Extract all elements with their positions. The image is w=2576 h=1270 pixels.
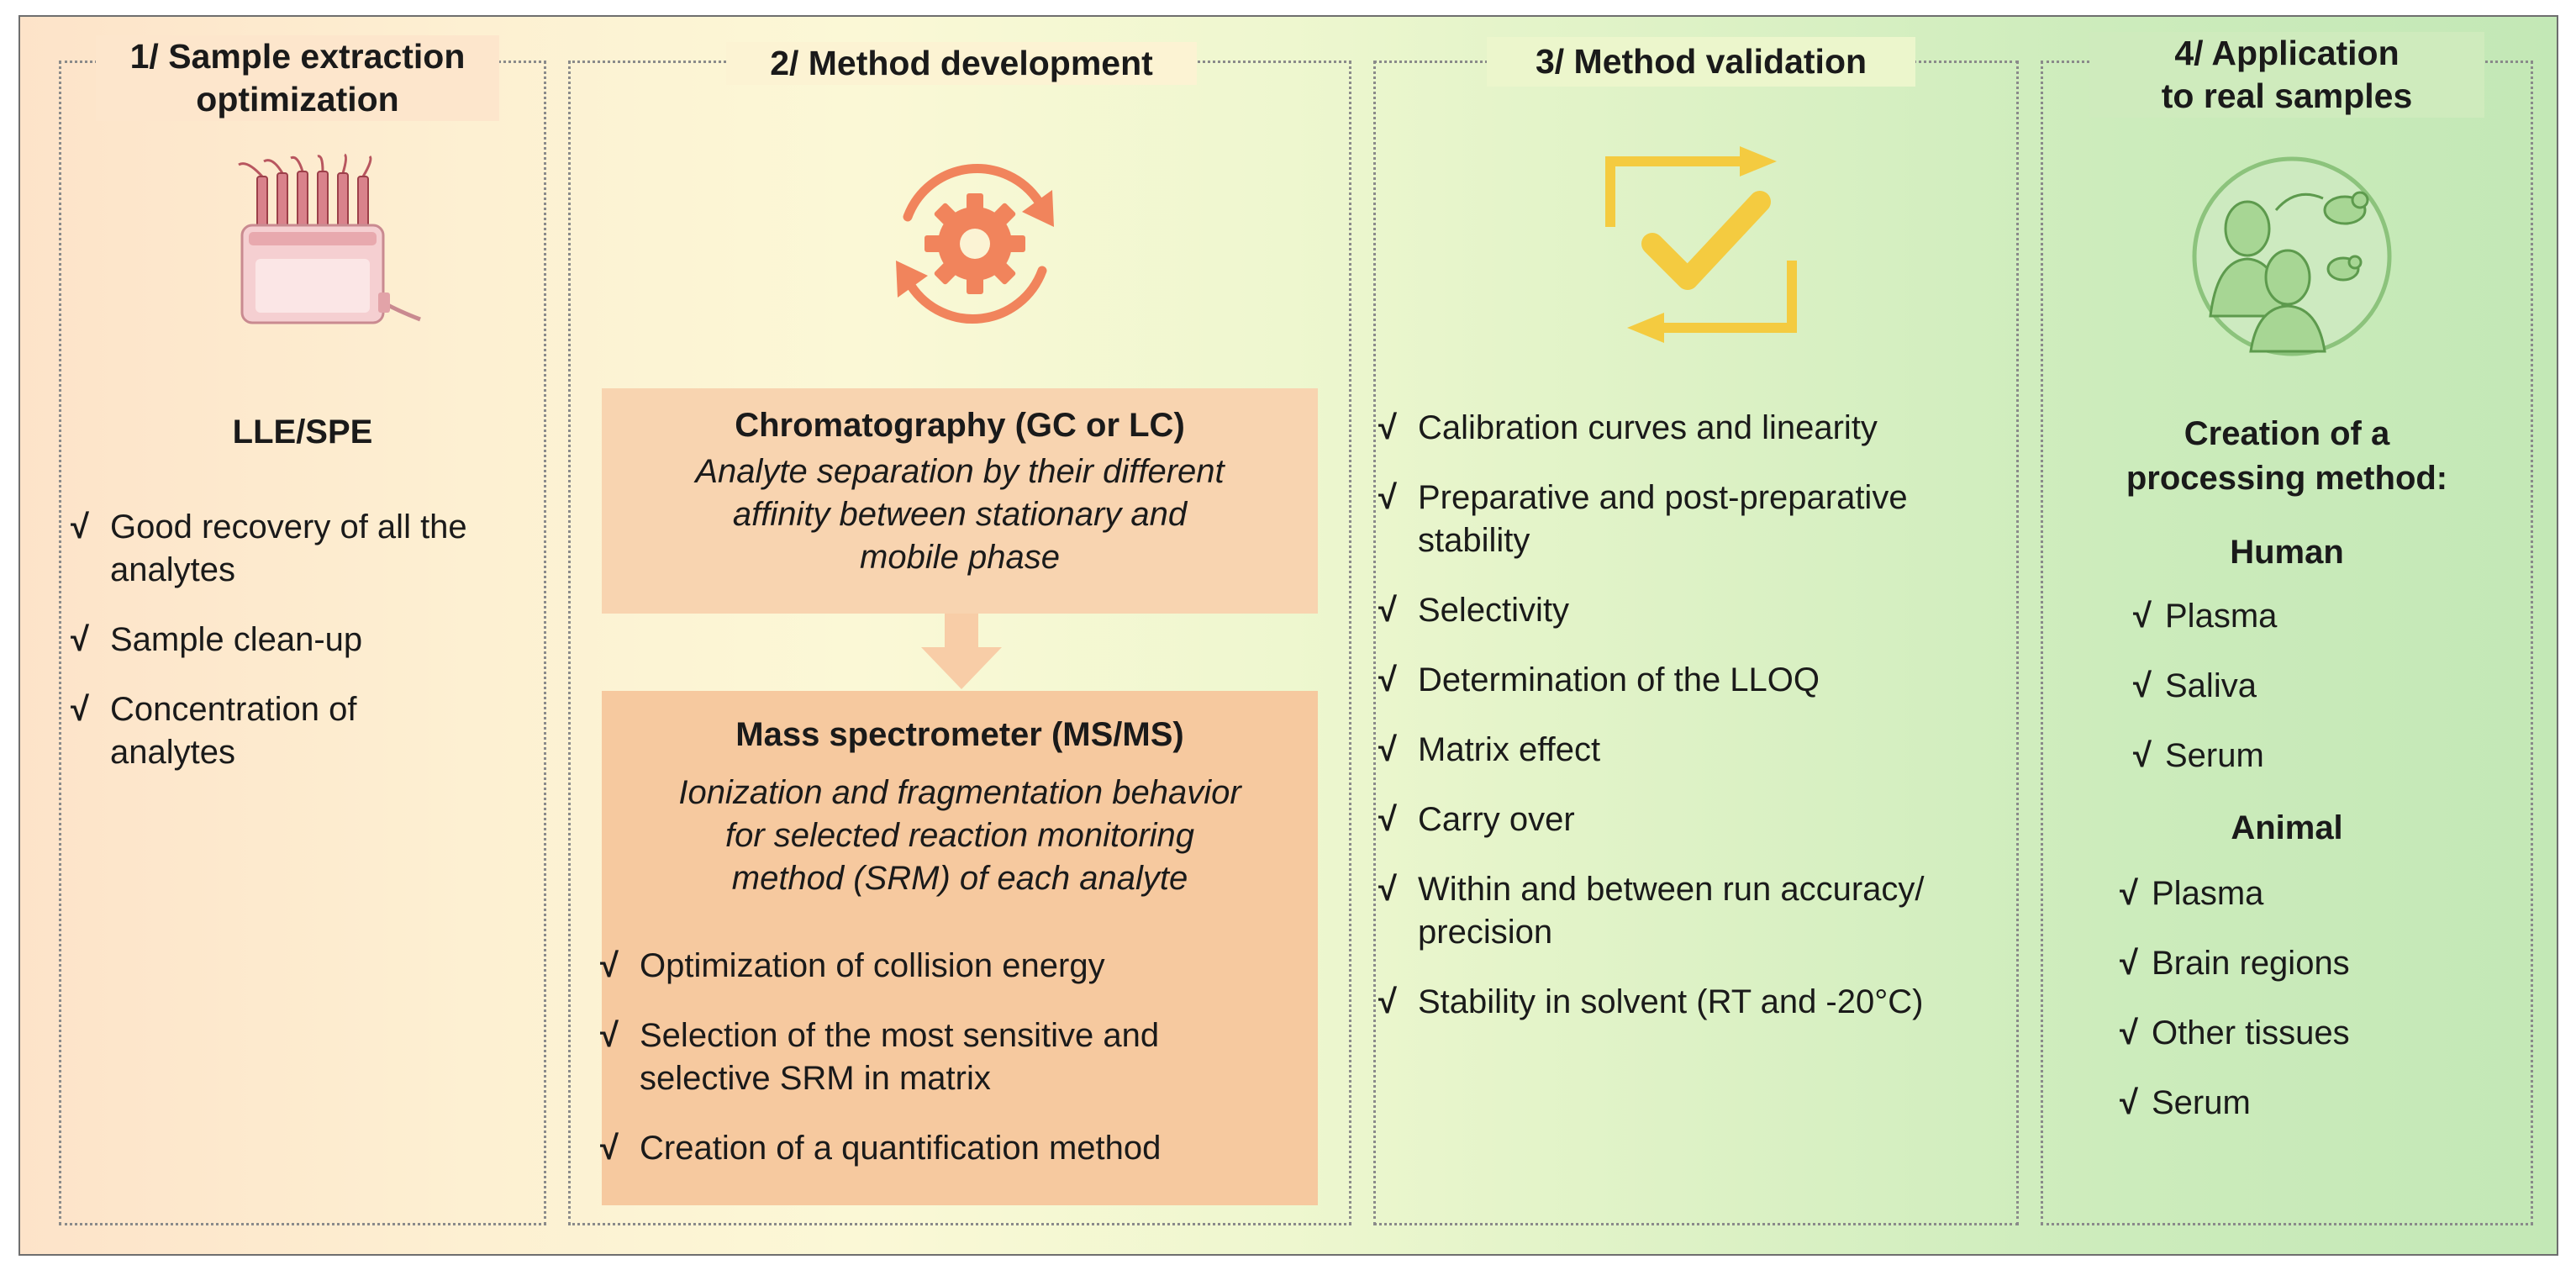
panel4-title-line2: to real samples: [2161, 76, 2413, 115]
check-icon: √: [1378, 731, 1397, 768]
spe-cartridge-icon: [238, 153, 421, 324]
panel4-title: 4/ Application to real samples: [2089, 32, 2484, 118]
panel3-title: 3/ Method validation: [1487, 37, 1915, 87]
panel1-title-line2: optimization: [196, 80, 399, 119]
mass-spectrometer-box: Mass spectrometer (MS/MS) Ionization and…: [602, 691, 1318, 1205]
check-icon: √: [71, 621, 89, 658]
animal-list: √ Plasma √ Brain regions √ Other tissues √ S…: [2120, 872, 2523, 1151]
check-icon: √: [2133, 737, 2152, 774]
check-icon: √: [1378, 983, 1397, 1020]
list-item: √ Sample clean-up: [71, 619, 541, 661]
panel1-list: √ Good recovery of all the analytes √ Sampl…: [71, 506, 541, 801]
panel1-title-line1: 1/ Sample extraction: [129, 37, 466, 76]
animal-label: Animal: [2231, 809, 2343, 846]
check-icon: √: [600, 1017, 619, 1054]
human-animal-icon: [2192, 156, 2392, 356]
checkmark-cycle-icon: [1605, 146, 1797, 343]
check-icon: √: [1378, 592, 1397, 629]
list-item: √ Brain regions: [2120, 942, 2523, 985]
list-item: √ Within and between run accuracy/precisi…: [1378, 868, 2017, 954]
check-icon: √: [600, 947, 619, 984]
check-icon: √: [1378, 479, 1397, 516]
check-icon: √: [1378, 801, 1397, 838]
check-icon: √: [2120, 1014, 2138, 1051]
mass-spectrometer-description: Ionization and fragmentation behavior fo…: [678, 774, 1241, 897]
panel1-title: 1/ Sample extraction optimization: [96, 35, 499, 121]
list-item: √ Plasma: [2120, 872, 2523, 915]
list-item: √ Carry over: [1378, 798, 2017, 841]
list-item: √ Concentration of analytes: [71, 688, 541, 774]
diagram-frame: 1/ Sample extraction optimization 2/ Met…: [18, 15, 2558, 1256]
chromatography-description: Analyte separation by their different af…: [695, 453, 1225, 576]
check-icon: √: [71, 509, 89, 545]
list-item: √ Selection of the most sensitive and sele…: [600, 1014, 1314, 1100]
list-item: √ Good recovery of all the analytes: [71, 506, 541, 592]
check-icon: √: [1378, 661, 1397, 698]
check-icon: √: [2120, 945, 2138, 982]
mass-spectrometer-title: Mass spectrometer (MS/MS): [735, 716, 1184, 753]
list-item: √ Optimization of collision energy: [600, 945, 1314, 988]
gear-cycle-icon: [896, 163, 1054, 324]
chromatography-box: Chromatography (GC or LC) Analyte separa…: [602, 388, 1318, 614]
panel2-list: √ Optimization of collision energy √ Selec…: [600, 945, 1314, 1197]
list-item: √ Plasma: [2133, 595, 2520, 638]
check-icon: √: [1378, 871, 1397, 908]
list-item: √ Preparative and post-preparative stabili…: [1378, 477, 2017, 562]
list-item: √ Calibration curves and linearity: [1378, 407, 2017, 450]
down-arrow-icon: [921, 614, 1002, 689]
list-item: √ Creation of a quantification method: [600, 1127, 1314, 1170]
check-icon: √: [600, 1130, 619, 1167]
panel4-heading: Creation of a processing method:: [2126, 415, 2448, 497]
list-item: √ Other tissues: [2120, 1012, 2523, 1055]
list-item: √ Determination of the LLOQ: [1378, 659, 2017, 702]
check-icon: √: [71, 691, 89, 728]
list-item: √ Serum: [2120, 1082, 2523, 1125]
check-icon: √: [1378, 409, 1397, 446]
list-item: √ Serum: [2133, 735, 2520, 777]
list-item: √ Matrix effect: [1378, 729, 2017, 772]
check-icon: √: [2133, 598, 2152, 635]
list-item: √ Selectivity: [1378, 589, 2017, 632]
human-label: Human: [2230, 534, 2344, 571]
check-icon: √: [2120, 1084, 2138, 1121]
panel2-title: 2/ Method development: [726, 42, 1197, 85]
chromatography-title: Chromatography (GC or LC): [735, 407, 1185, 444]
list-item: √ Saliva: [2133, 665, 2520, 708]
panel3-list: √ Calibration curves and linearity √ Prepa…: [1378, 407, 2017, 1051]
human-list: √ Plasma √ Saliva √ Serum: [2133, 595, 2520, 804]
list-item: √ Stability in solvent (RT and -20°C): [1378, 981, 2017, 1024]
check-icon: √: [2133, 667, 2152, 704]
panel1-heading: LLE/SPE: [232, 414, 373, 451]
panel4-title-line1: 4/ Application: [2174, 34, 2400, 72]
check-icon: √: [2120, 875, 2138, 912]
